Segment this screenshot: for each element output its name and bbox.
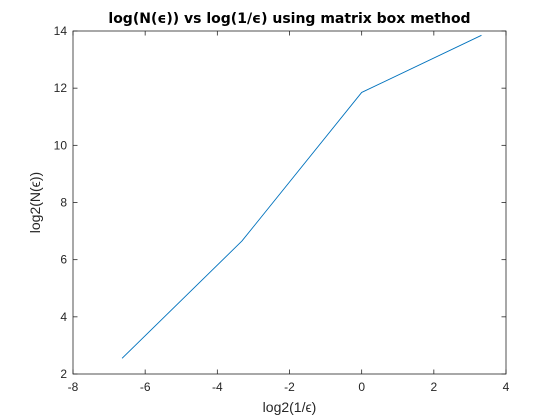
y-tick-label: 6 bbox=[60, 253, 67, 267]
x-tick-label: 4 bbox=[503, 380, 510, 394]
x-tick-label: 2 bbox=[430, 380, 437, 394]
y-axis-label: log2(N(ϵ)) bbox=[27, 172, 43, 233]
y-tick-label: 10 bbox=[54, 138, 68, 152]
x-axis-label: log2(1/ϵ) bbox=[263, 399, 317, 415]
x-axis-ticks: -8 -6 -4 -2 0 2 4 bbox=[68, 31, 510, 394]
series-line-1 bbox=[121, 34, 482, 359]
chart-title: log(N(ϵ)) vs log(1/ϵ) using matrix box m… bbox=[108, 11, 470, 27]
y-axis-ticks: 2 4 6 8 10 12 14 bbox=[54, 24, 506, 381]
x-tick-label: 0 bbox=[358, 380, 365, 394]
y-tick-label: 14 bbox=[54, 24, 68, 38]
x-tick-label: -8 bbox=[68, 380, 79, 394]
x-tick-label: -2 bbox=[284, 380, 295, 394]
y-tick-label: 12 bbox=[54, 81, 68, 95]
plot-area bbox=[73, 31, 506, 374]
y-tick-label: 8 bbox=[60, 196, 67, 210]
x-tick-label: -4 bbox=[212, 380, 223, 394]
x-tick-label: -6 bbox=[140, 380, 151, 394]
y-tick-label: 4 bbox=[60, 310, 67, 324]
series-layer bbox=[121, 34, 482, 359]
y-tick-label: 2 bbox=[60, 367, 67, 381]
